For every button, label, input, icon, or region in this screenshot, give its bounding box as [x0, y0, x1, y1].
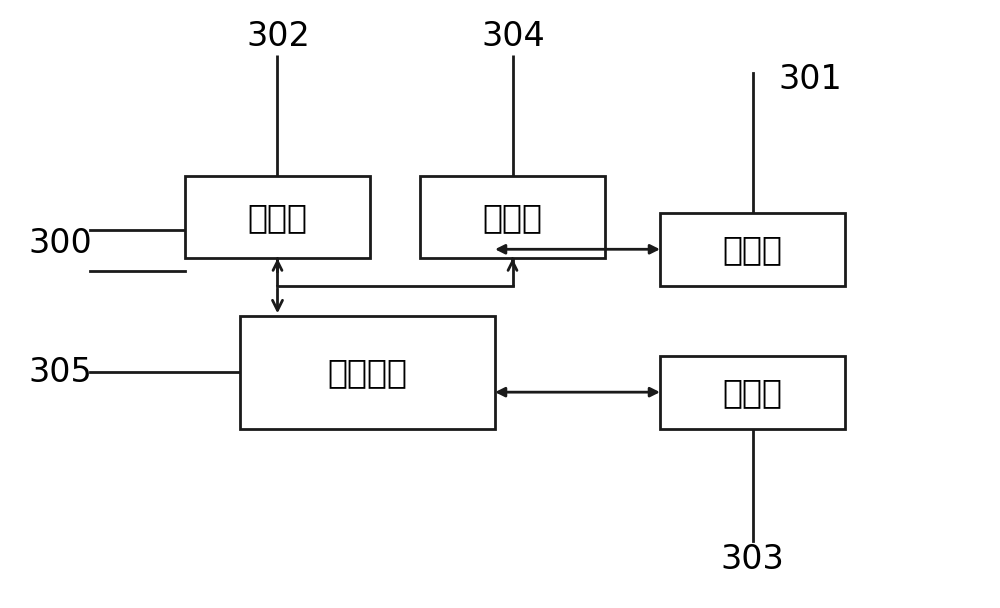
Bar — [420, 176, 605, 258]
Text: 接收器: 接收器 — [723, 233, 783, 266]
Text: 304: 304 — [481, 20, 545, 53]
Text: 303: 303 — [720, 543, 784, 576]
Text: 302: 302 — [246, 20, 310, 53]
Text: 300: 300 — [28, 227, 92, 260]
Bar — [240, 316, 495, 429]
Text: 处理器: 处理器 — [247, 201, 307, 234]
Text: 305: 305 — [28, 356, 92, 389]
Text: 301: 301 — [778, 63, 842, 95]
Text: 发送器: 发送器 — [723, 376, 783, 409]
Text: 存储器: 存储器 — [482, 201, 542, 234]
Bar — [660, 213, 845, 286]
Bar — [660, 356, 845, 429]
Bar — [185, 176, 370, 258]
Text: 总线接口: 总线接口 — [328, 356, 408, 389]
